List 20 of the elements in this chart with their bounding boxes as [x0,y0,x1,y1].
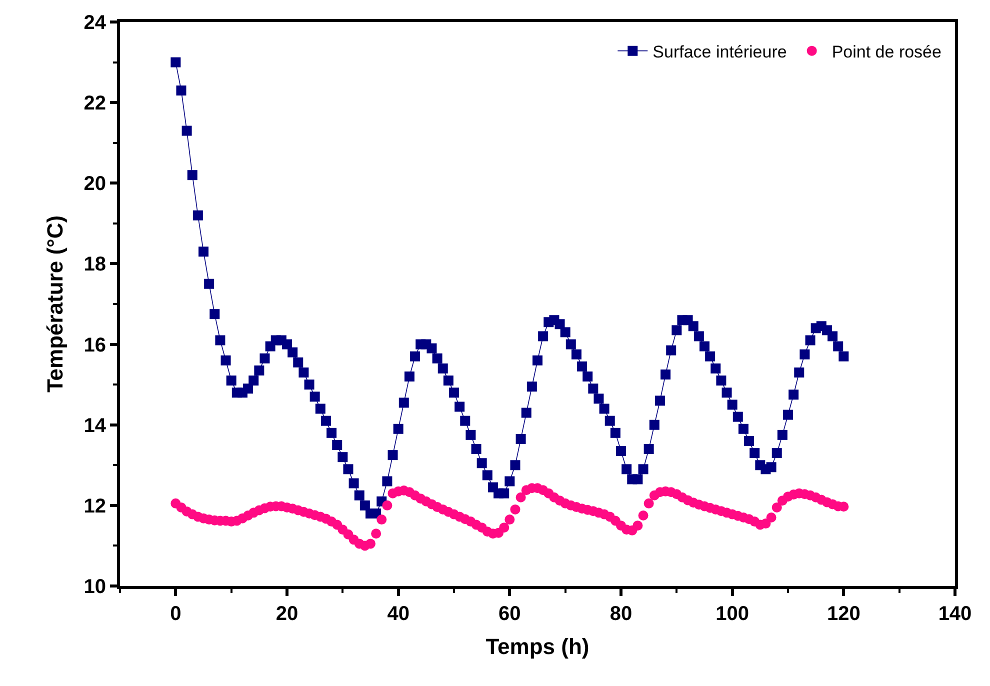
y-tick-label: 18 [84,254,106,276]
x-tick-label: 80 [610,603,632,625]
y-tick-label: 22 [84,92,106,115]
x-axis-title: Temps (h) [486,634,590,659]
y-tick-label: 14 [84,414,107,437]
y-tick-label: 20 [84,173,106,196]
x-tick-label: 120 [826,603,860,625]
x-tick-label: 0 [170,603,182,625]
x-tick-label: 140 [938,603,972,625]
legend-label: Point de rosée [832,42,942,62]
x-tick-label: 40 [387,603,410,625]
x-tick-label: 60 [498,603,521,625]
legend-label: Surface intérieure [652,42,787,62]
y-tick-label: 10 [84,576,106,598]
x-tick-label: 20 [276,603,298,625]
y-tick-label: 12 [84,495,106,518]
y-tick-label: 24 [84,12,107,34]
x-tick-label: 100 [716,603,750,625]
y-axis-title: Température (°C) [42,215,68,393]
y-tick-label: 16 [84,334,106,356]
